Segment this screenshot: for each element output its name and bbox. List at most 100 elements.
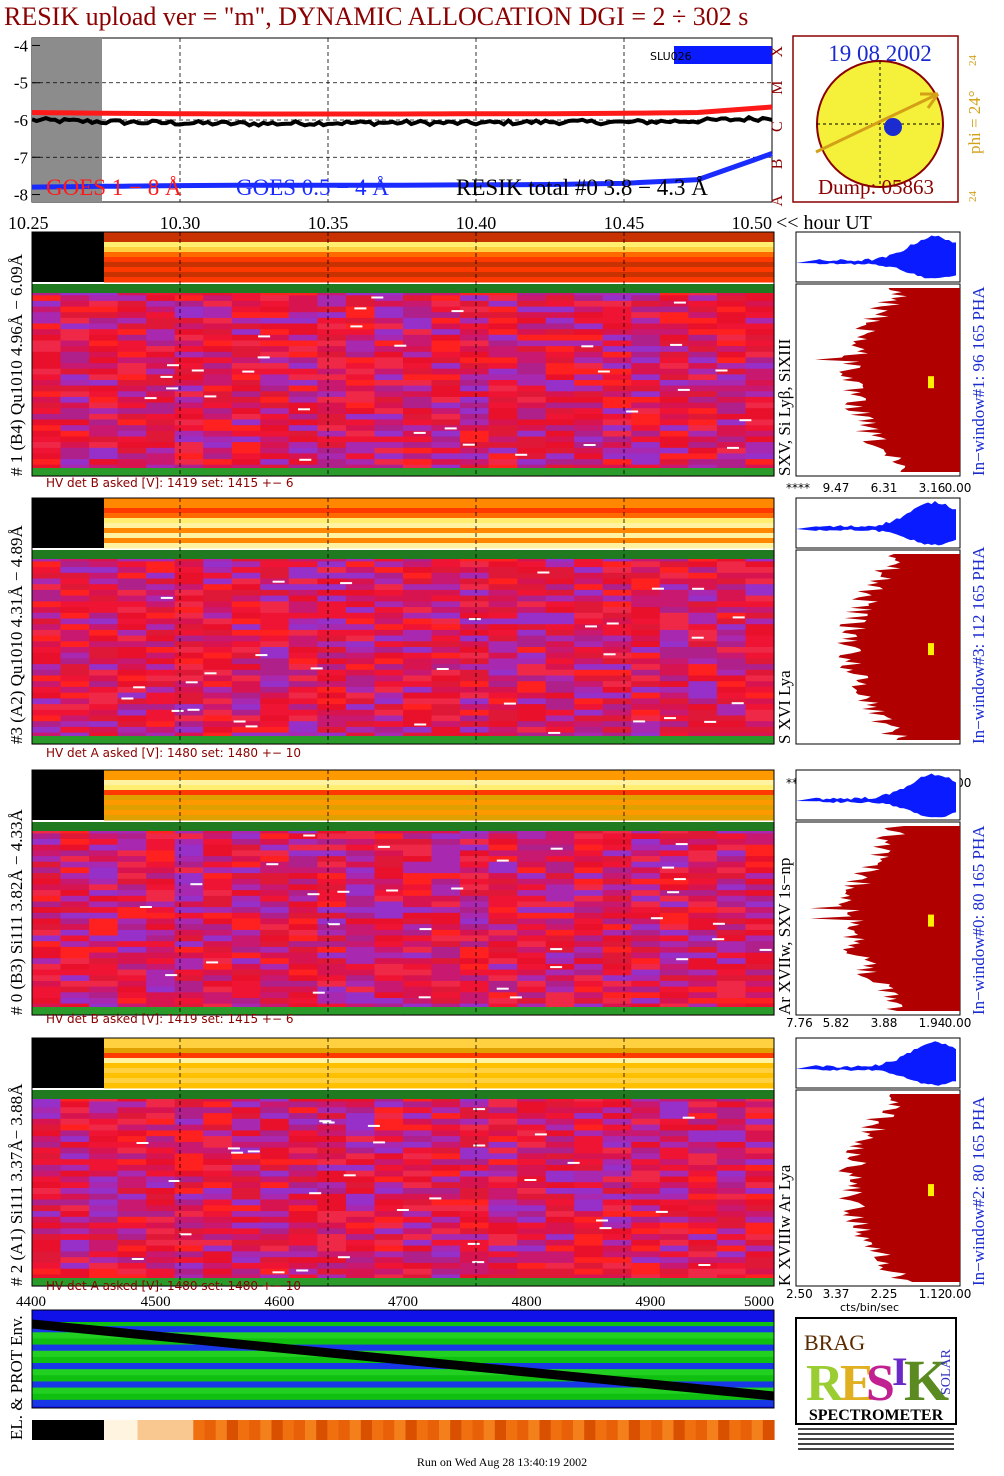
spectrogram-cell <box>317 357 347 364</box>
spectrogram-cell <box>460 1101 490 1108</box>
spectrogram-cell <box>231 618 261 625</box>
spectrogram-cell <box>545 1222 575 1229</box>
spectrogram-cell <box>545 1274 575 1281</box>
spectrogram-cell <box>602 1170 632 1178</box>
spectrogram-cell <box>716 442 746 449</box>
spectrogram-cell <box>288 952 318 959</box>
spectrogram-cell <box>32 357 62 364</box>
spectrogram-cell <box>288 464 318 471</box>
spectrogram-cell <box>602 1251 632 1258</box>
spectrogram-cell <box>231 340 261 347</box>
spectrogram-cell <box>317 442 347 449</box>
spectrogram-cell <box>460 380 490 387</box>
spectrogram-cell <box>260 346 290 353</box>
spectrogram-cell <box>403 867 433 874</box>
spectrogram-cell <box>60 850 90 857</box>
spectrogram-cell <box>146 1153 176 1160</box>
spectrogram-cell <box>317 607 347 614</box>
spectrogram-cell <box>460 1211 490 1218</box>
spectrogram-cell <box>631 975 661 982</box>
spectrogram-cell <box>203 635 233 642</box>
spectrogram-cell <box>32 300 62 308</box>
spectrogram-cell <box>460 618 490 625</box>
spectrogram-cell <box>488 681 518 688</box>
logo-letter-i: I <box>892 1349 908 1394</box>
spectrogram-cell <box>174 1251 204 1258</box>
spectrogram-cell <box>659 430 689 437</box>
spectrogram-cell <box>688 1234 718 1241</box>
spectrogram-cell <box>231 329 261 336</box>
spectrogram-cell <box>60 1147 90 1154</box>
in-window-label: In−window#0: 80 165 PHA <box>969 825 988 1015</box>
spectrogram-fleck <box>496 987 509 990</box>
spectrogram-cell <box>631 1101 661 1108</box>
spectrogram-cell <box>146 1136 176 1143</box>
spectrogram-cell <box>345 419 375 426</box>
spectrogram-cell <box>460 453 490 460</box>
spectrogram-cell <box>545 1003 575 1010</box>
spectrogram-cell <box>174 1130 204 1137</box>
spectrogram-fleck <box>670 343 683 346</box>
spectrogram-cell <box>117 1257 147 1264</box>
goes-y-tick-label: -7 <box>14 148 29 167</box>
spectrogram-cell <box>745 704 775 711</box>
spectrogram-cell <box>574 895 604 903</box>
spectrogram-cell <box>32 912 62 920</box>
spectrogram-cell <box>659 907 689 914</box>
spectrogram-cell <box>89 924 119 931</box>
spectrogram-cell <box>231 317 261 325</box>
spectrogram-cell <box>174 1222 204 1229</box>
strip-gap-block <box>32 232 104 282</box>
spectrogram-cell <box>203 368 233 375</box>
spectrogram-cell <box>574 1164 604 1172</box>
spectrogram-cell <box>574 839 604 846</box>
spectrogram-cell <box>431 664 461 671</box>
bottom-strip-cell <box>494 1420 507 1440</box>
spectrogram-cell <box>659 1205 689 1212</box>
spectrogram-cell <box>745 1228 775 1235</box>
spectrogram-cell <box>174 698 204 705</box>
spectrogram-cell <box>117 732 147 739</box>
spectrogram-cell <box>574 612 604 620</box>
spectrogram-cell <box>688 1130 718 1137</box>
spectrogram-cell <box>431 436 461 443</box>
spectrogram-cell <box>288 312 318 319</box>
spectrogram-cell <box>203 624 233 631</box>
spectrogram-cell <box>745 312 775 319</box>
spectrogram-cell <box>716 918 746 925</box>
strip-row <box>104 1063 774 1069</box>
spectrogram-cell <box>688 436 718 443</box>
spectrogram-cell <box>403 396 433 404</box>
spectrogram-cell <box>460 929 490 937</box>
spectrogram-cell <box>231 709 261 717</box>
spectrogram-cell <box>288 340 318 347</box>
spectrogram-fleck <box>534 1133 547 1136</box>
spectrogram-cell <box>716 561 746 568</box>
spectrogram-edge-bottom <box>32 468 774 476</box>
spectrogram-cell <box>374 1245 404 1252</box>
spectrogram-cell <box>203 442 233 449</box>
spectrogram-cell <box>659 380 689 387</box>
spectrogram-cell <box>345 867 375 874</box>
spectrogram-cell <box>517 901 547 908</box>
spectrogram-cell <box>89 578 119 585</box>
spectrogram-cell <box>517 402 547 409</box>
spectrogram-cell <box>745 1147 775 1154</box>
spectrogram-cell <box>32 692 62 699</box>
spectrogram-cell <box>431 890 461 897</box>
spectrogram-cell <box>602 323 632 330</box>
spectrogram-cell <box>488 998 518 1005</box>
spectrogram-cell <box>403 340 433 347</box>
spectrogram-cell <box>517 459 547 466</box>
spectrogram-cell <box>488 992 518 999</box>
spectrogram-cell <box>716 986 746 993</box>
spectrogram-cell <box>460 1182 490 1189</box>
spectrogram-cell <box>716 692 746 699</box>
spectrogram-cell <box>117 692 147 699</box>
spectrogram-cell <box>460 374 490 381</box>
phi-arrow-head <box>920 92 940 109</box>
spectrogram-cell <box>260 629 290 637</box>
spectrogram-cell <box>231 578 261 585</box>
spectrogram-cell <box>431 732 461 739</box>
spectrogram-cell <box>659 385 689 392</box>
